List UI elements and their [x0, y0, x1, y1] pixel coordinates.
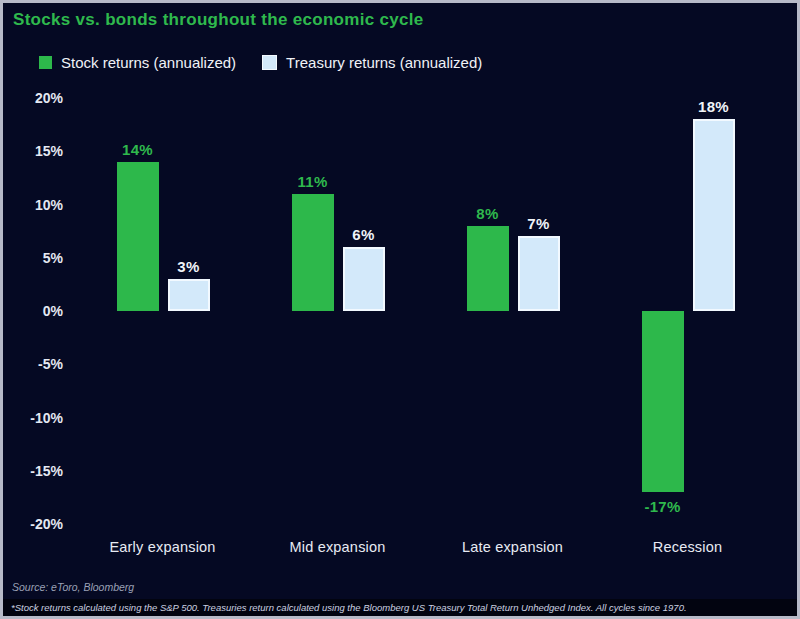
- bar-value-label: 18%: [682, 98, 746, 115]
- y-axis-tick-label: 0%: [9, 303, 63, 319]
- plot-area: 14% 3% 11% 6% 8%7% -17% 18%: [75, 98, 775, 524]
- bar-value-label: 3%: [157, 258, 221, 275]
- y-axis-tick-label: -15%: [9, 463, 63, 479]
- source-text: Source: eToro, Bloomberg: [12, 581, 134, 593]
- bar-stock-returns: [467, 226, 509, 311]
- legend-item-label: Stock returns (annualized): [61, 54, 236, 71]
- bar-stock-returns: [642, 311, 684, 492]
- x-axis-category-label: Recession: [600, 539, 775, 555]
- bar-stock-returns: [292, 194, 334, 311]
- y-axis-tick-label: 5%: [9, 250, 63, 266]
- bar-value-label: 6%: [332, 226, 396, 243]
- bar-value-label: 7%: [507, 215, 571, 232]
- legend-swatch: [39, 56, 52, 69]
- bar-treasury-returns: [693, 119, 735, 311]
- bar-treasury-returns: [518, 236, 560, 311]
- x-axis-category-label: Early expansion: [75, 539, 250, 555]
- y-axis-tick-label: -10%: [9, 410, 63, 426]
- bar-value-label: 11%: [281, 173, 345, 190]
- bar-treasury-returns: [343, 247, 385, 311]
- legend-item-label: Treasury returns (annualized): [286, 54, 482, 71]
- legend-item: Stock returns (annualized): [39, 54, 236, 71]
- bar-treasury-returns: [168, 279, 210, 311]
- legend-swatch: [262, 55, 277, 70]
- y-axis-tick-label: 10%: [9, 197, 63, 213]
- x-axis-category-label: Mid expansion: [250, 539, 425, 555]
- legend-item: Treasury returns (annualized): [262, 54, 482, 71]
- x-axis-category-label: Late expansion: [425, 539, 600, 555]
- chart-frame: Stocks vs. bonds throughout the economic…: [0, 0, 800, 619]
- bar-group: 8%7%: [425, 98, 600, 524]
- y-axis-tick-label: 20%: [9, 90, 63, 106]
- chart-title: Stocks vs. bonds throughout the economic…: [13, 10, 424, 30]
- legend: Stock returns (annualized) Treasury retur…: [39, 54, 482, 71]
- y-axis-tick-label: -5%: [9, 356, 63, 372]
- bar-value-label: -17%: [631, 498, 695, 515]
- y-axis-tick-label: 15%: [9, 143, 63, 159]
- bar-group: 14% 3%: [75, 98, 250, 524]
- bar-group: -17% 18%: [600, 98, 775, 524]
- footnote-text: *Stock returns calculated using the S&P …: [11, 602, 687, 613]
- y-axis-tick-label: -20%: [9, 516, 63, 532]
- footnote-bar: *Stock returns calculated using the S&P …: [3, 599, 797, 616]
- bar-value-label: 14%: [106, 141, 170, 158]
- bar-stock-returns: [117, 162, 159, 311]
- bar-group: 11% 6%: [250, 98, 425, 524]
